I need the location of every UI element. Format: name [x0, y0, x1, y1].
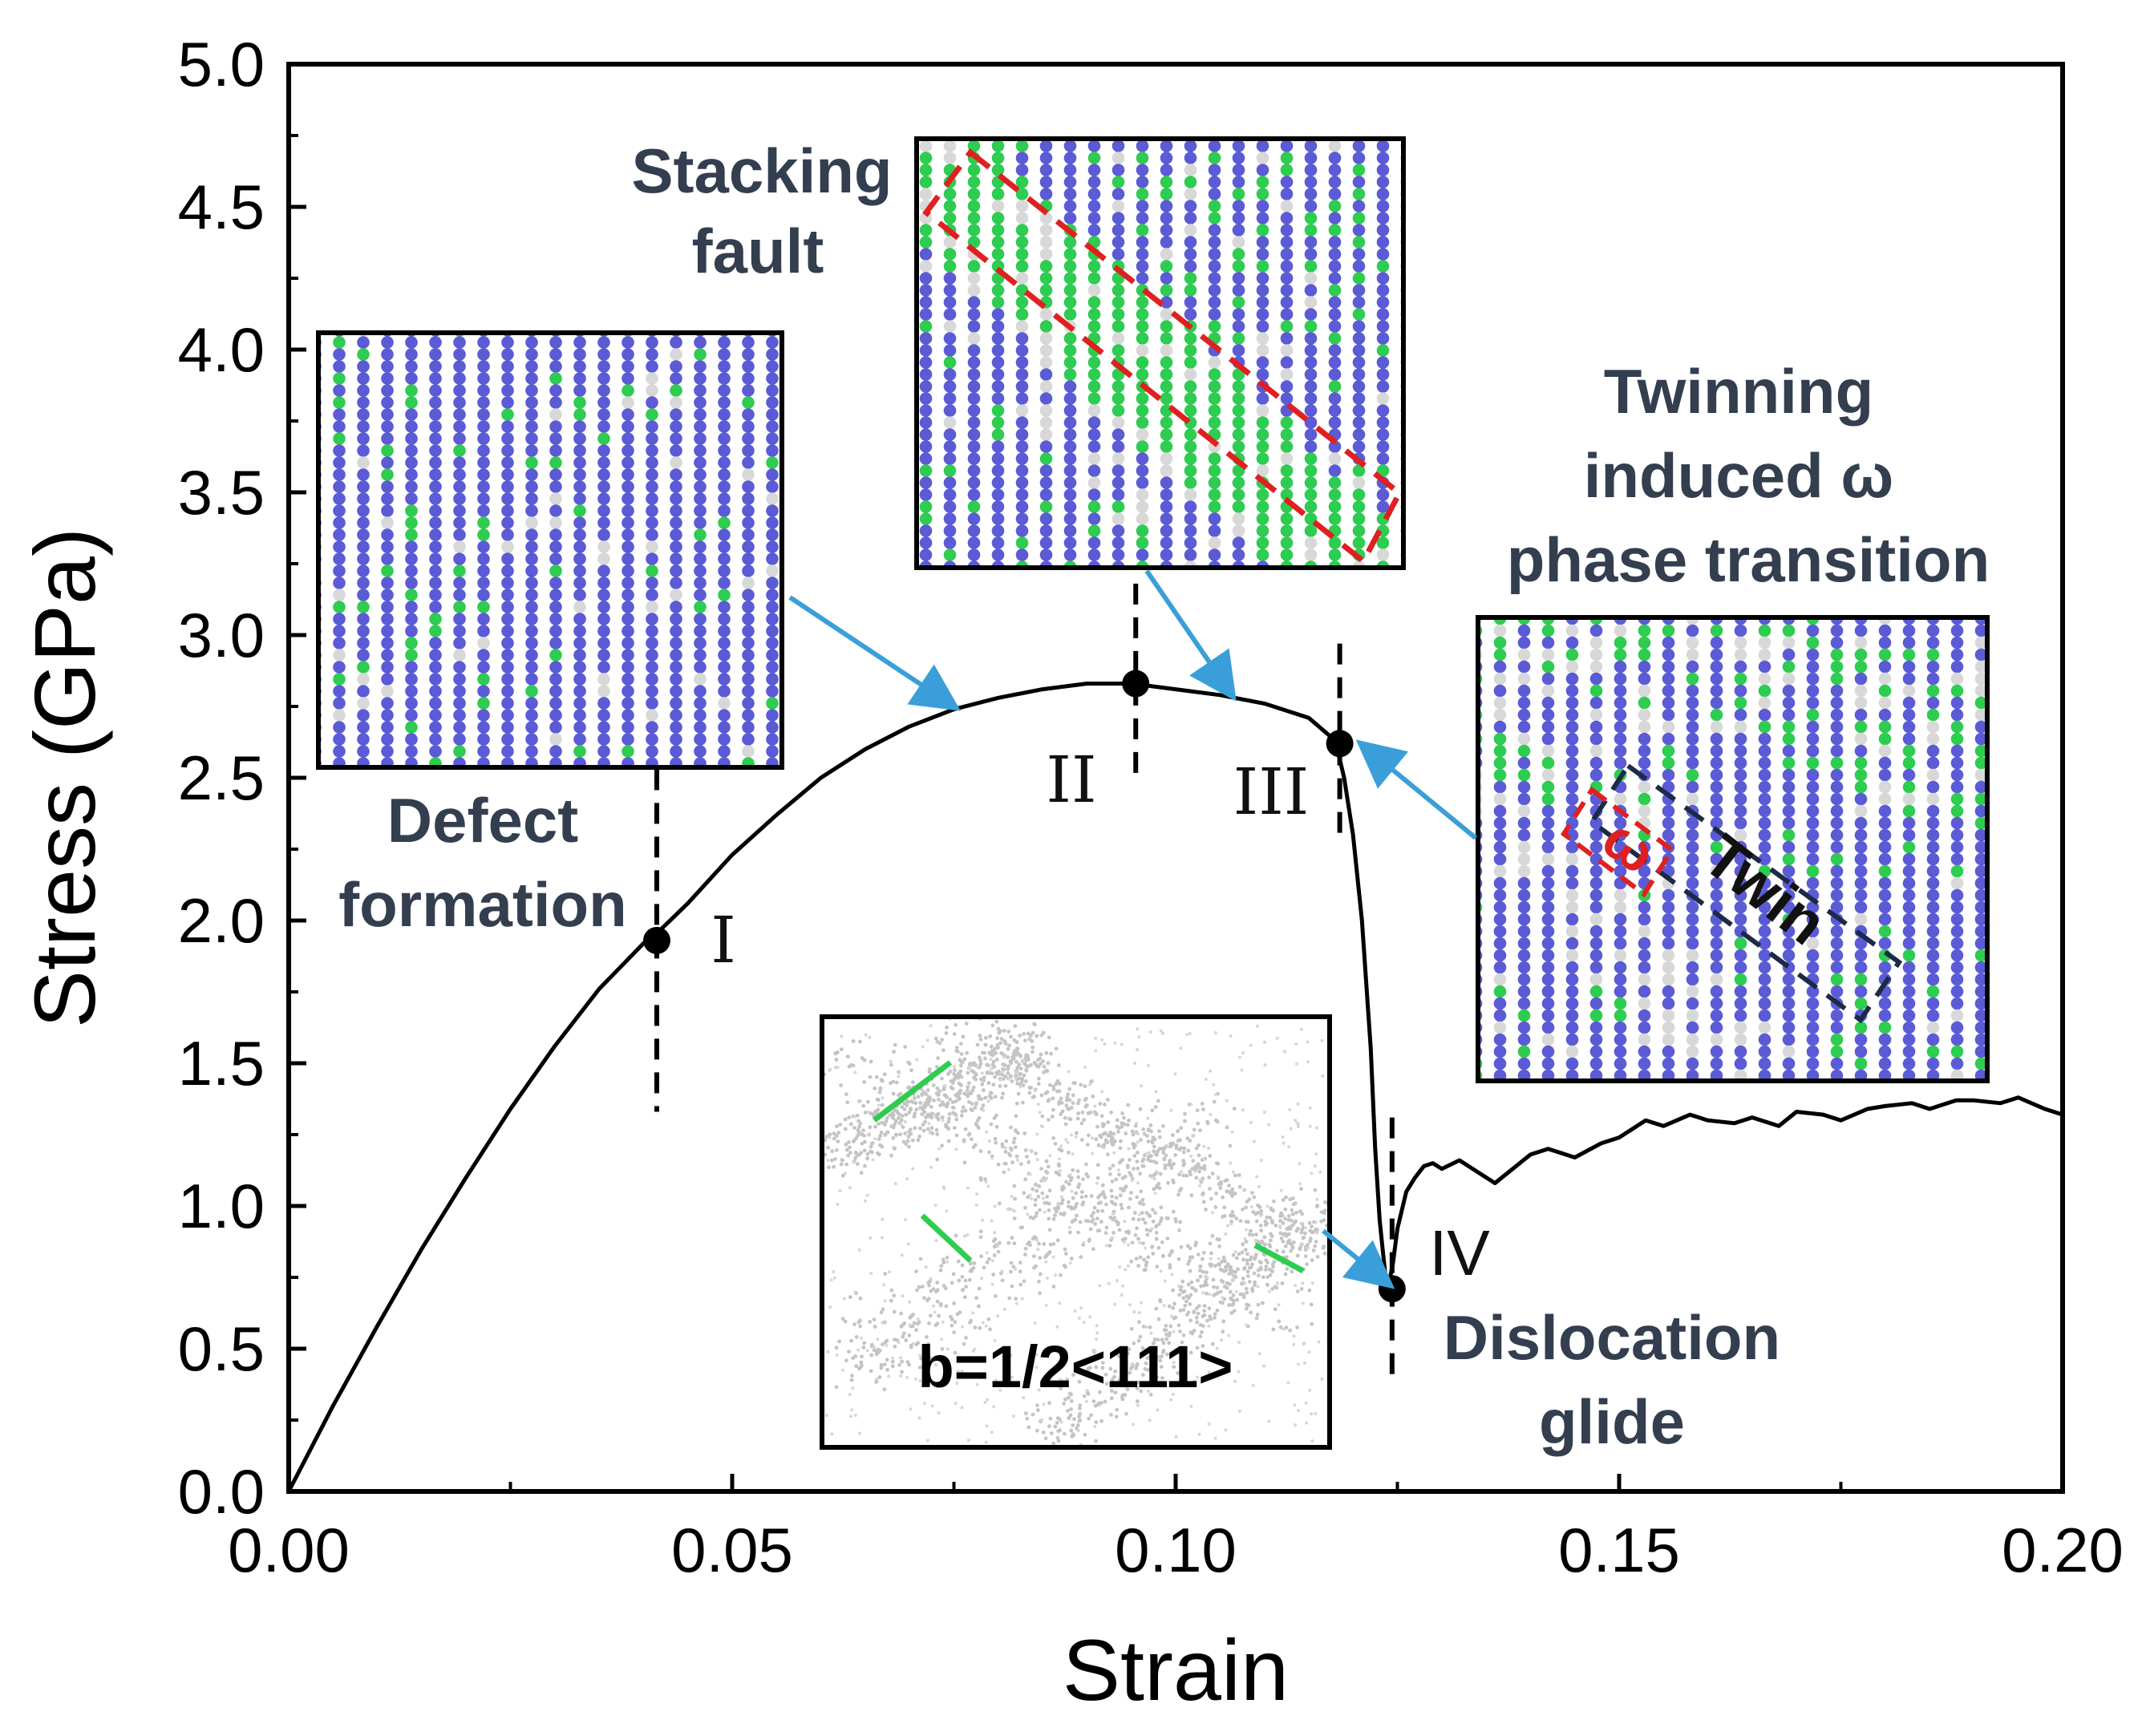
inset-stacking-fault-border — [914, 136, 1406, 570]
omega-dashed-box — [1560, 786, 1676, 898]
y-axis-title: Stress (GPa) — [16, 528, 113, 1028]
y-tick-label: 1.5 — [178, 1028, 265, 1099]
stage-markers — [642, 670, 1406, 1303]
dislocation-line-1 — [872, 1060, 953, 1123]
x-tick-label: 0.00 — [228, 1515, 350, 1585]
y-tick-label: 0.0 — [178, 1456, 265, 1527]
annotation-stacking-fault-line2: fault — [692, 216, 824, 286]
y-tick-label: 0.5 — [178, 1313, 265, 1384]
y-tick-label: 3.0 — [178, 600, 265, 670]
y-tick-label: 2.0 — [178, 885, 265, 956]
y-tick-label: 4.0 — [178, 314, 265, 385]
tick-labels: 0.00 0.05 0.10 0.15 0.20 0.0 0.5 1.0 1.5 2.0 2.5 3.… — [178, 29, 2124, 1585]
y-tick-label: 1.0 — [178, 1171, 265, 1241]
twin-dashed-box — [1588, 762, 1903, 1024]
stage-marker-II — [1122, 670, 1150, 698]
arrow-twinning — [1355, 739, 1477, 840]
insets: ω Twin b=1/2<111> — [316, 136, 1990, 1450]
stage-marker-I — [642, 926, 670, 954]
annotation-defect-formation-line1: Defect — [387, 785, 578, 856]
inset-defect-formation — [316, 330, 784, 770]
arrow-dislocation — [1322, 1228, 1395, 1289]
x-tick-label: 0.05 — [671, 1515, 793, 1585]
inset-defect-formation-atoms — [318, 333, 779, 767]
stage-label-IV: IV — [1429, 1217, 1490, 1289]
inset-twinning: ω Twin — [1476, 615, 1990, 1083]
inset-dislocation-border — [820, 1014, 1332, 1450]
annotation-twinning-line2: induced ω — [1584, 440, 1894, 511]
arrow-defect — [788, 595, 961, 711]
y-tick-label: 2.5 — [178, 743, 265, 813]
inset-stacking-fault-atoms — [919, 139, 1403, 568]
inset-twinning-border — [1476, 615, 1990, 1083]
x-axis-title: Strain — [1063, 1621, 1289, 1718]
stage-label-III: III — [1233, 755, 1310, 829]
stage-label-I: I — [711, 903, 736, 977]
inset-twinning-atoms — [1478, 617, 1987, 1081]
x-tick-label: 0.20 — [2002, 1515, 2124, 1585]
annotation-dislocation-glide-line1: Dislocation — [1444, 1302, 1780, 1373]
inset-stacking-fault — [914, 136, 1406, 570]
y-tick-label: 4.5 — [178, 172, 265, 242]
y-tick-label: 3.5 — [178, 457, 265, 528]
inset-dislocation: b=1/2<111> — [820, 1014, 1332, 1450]
stage-marker-III — [1326, 730, 1354, 758]
axis-ticks — [286, 62, 2065, 1494]
annotation-dislocation-glide-line2: glide — [1539, 1386, 1685, 1457]
annotation-stacking-fault-line1: Stacking — [631, 136, 892, 206]
annotation-twinning-line3: phase transition — [1507, 524, 1990, 595]
annotation-twinning-line1: Twinning — [1604, 356, 1873, 427]
dislocation-line-2 — [920, 1213, 973, 1263]
inset-dislocation-dots — [822, 1017, 1330, 1447]
stage-label-II: II — [1046, 743, 1096, 817]
x-tick-label: 0.10 — [1115, 1515, 1237, 1585]
burgers-vector-label: b=1/2<111> — [917, 1333, 1233, 1400]
annotation-defect-formation-line2: formation — [338, 869, 627, 940]
annotation-arrows — [788, 569, 1477, 1289]
x-tick-label: 0.15 — [1558, 1515, 1680, 1585]
dislocation-line-3 — [1253, 1242, 1305, 1274]
y-tick-label: 5.0 — [178, 29, 265, 99]
inset-defect-formation-border — [316, 330, 784, 770]
arrow-stacking — [1144, 569, 1237, 702]
